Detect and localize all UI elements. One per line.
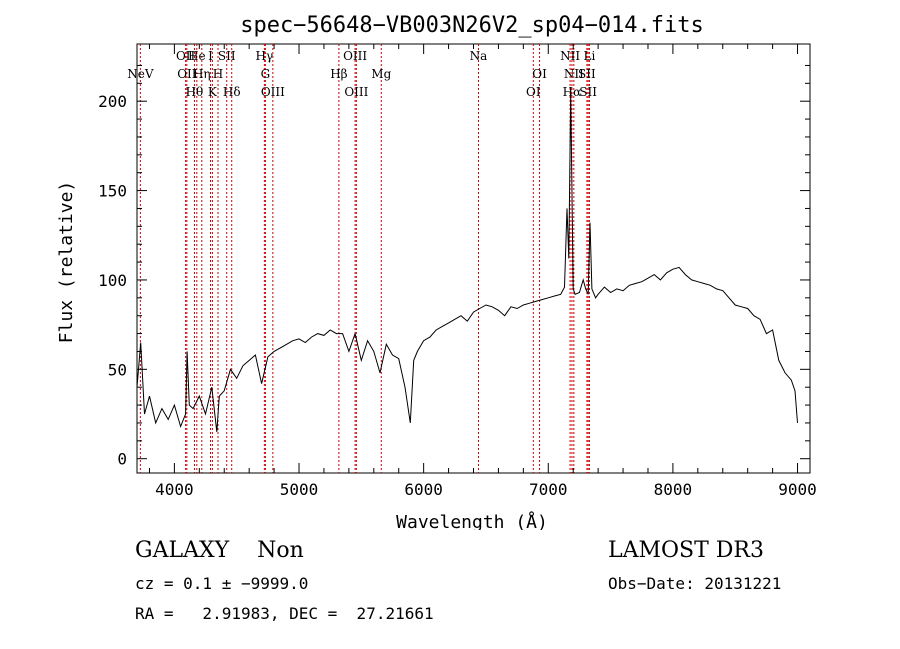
line-marker-label: SII (579, 85, 597, 99)
y-tick-label: 0 (117, 450, 127, 469)
line-marker-label: Hγ (256, 49, 274, 63)
line-markers (139, 44, 590, 473)
chart-title: spec−56648−VB003N26V2_sp04−014.fits (240, 13, 704, 38)
line-marker-label: OII (176, 49, 196, 63)
line-marker-label: K (208, 85, 218, 99)
line-marker-label: OIII (344, 85, 368, 99)
line-marker-label: NeV (127, 67, 154, 81)
line-marker-label: Hα (563, 85, 582, 99)
line-marker-label: OIII (343, 49, 367, 63)
y-axis-label: Flux (relative) (56, 181, 77, 344)
x-tick-label: 9000 (778, 480, 817, 499)
survey-label: LAMOST DR3 (608, 538, 764, 563)
line-marker-label: OI (526, 85, 541, 99)
line-marker-label: OI (532, 67, 547, 81)
y-tick-label: 50 (108, 360, 127, 379)
x-tick-label: 5000 (280, 480, 319, 499)
line-marker-label: Hβ (330, 67, 347, 81)
line-marker-label: SII (578, 67, 596, 81)
line-marker-label: Hη (193, 67, 211, 81)
line-marker-label: Li (583, 49, 595, 63)
line-marker-label: NII (560, 49, 580, 63)
line-marker-label: Hδ (223, 85, 241, 99)
line-marker-label: SII (218, 49, 236, 63)
spectrum-series (136, 92, 798, 432)
plot-frame (136, 43, 811, 474)
line-marker-label: I (208, 49, 213, 63)
y-axis: 0 50 100 150 200 (98, 64, 810, 469)
line-marker-label: Hθ (186, 85, 204, 99)
spectrum-chart: spec−56648−VB003N26V2_sp04−014.fits NeV O… (56, 13, 817, 530)
x-tick-label: 4000 (155, 480, 194, 499)
y-tick-label: 100 (98, 271, 127, 290)
x-tick-label: 8000 (654, 480, 693, 499)
spectrum-line (136, 92, 798, 432)
x-tick-label: 6000 (404, 480, 443, 499)
line-marker-label: OIII (261, 85, 285, 99)
line-marker-label: NII (564, 67, 584, 81)
y-tick-label: 200 (98, 92, 127, 111)
line-marker-label: He (188, 49, 206, 63)
line-marker-label: G (261, 67, 271, 81)
line-marker-label: H (213, 67, 223, 81)
line-marker-label: OII (177, 67, 197, 81)
redshift-info: cz = 0.1 ± −9999.0 (135, 574, 309, 593)
x-tick-label: 7000 (529, 480, 568, 499)
x-axis-label: Wavelength (Å) (396, 511, 548, 530)
obs-date: Obs−Date: 20131221 (608, 574, 782, 593)
object-class: GALAXY Non (135, 538, 304, 563)
line-marker-label: Na (470, 49, 488, 63)
coordinates-info: RA = 2.91983, DEC = 27.21661 (135, 604, 434, 623)
line-marker-label: Mg (371, 67, 391, 81)
line-marker-labels: NeV OII OII Hθ He Hη I KH SII Hδ Hγ G OIII Hβ OIII OIII… (127, 49, 597, 99)
y-tick-label: 150 (98, 182, 127, 201)
x-axis: 4000 5000 6000 7000 8000 9000 (148, 44, 817, 499)
